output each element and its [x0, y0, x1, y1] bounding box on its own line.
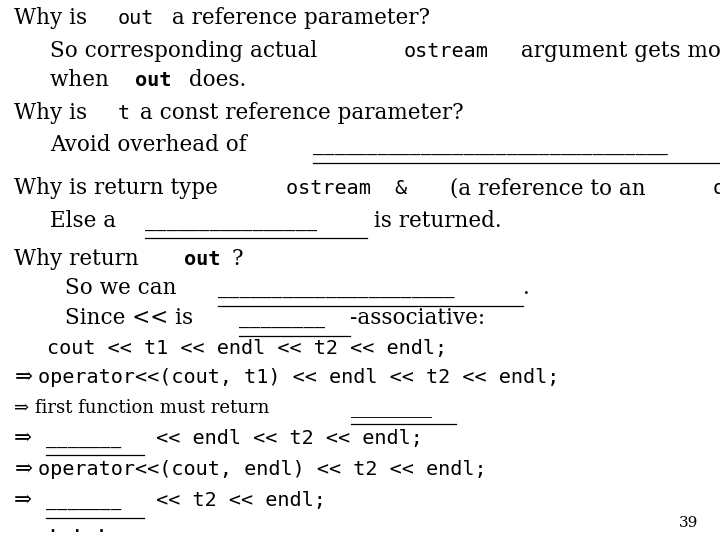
Text: argument gets modified: argument gets modified: [513, 40, 720, 62]
Text: Why return: Why return: [14, 248, 146, 269]
Text: Else a: Else a: [50, 210, 123, 232]
Text: ⇒ first function must return: ⇒ first function must return: [14, 399, 276, 417]
Text: does.: does.: [182, 70, 246, 91]
Text: ______________________: ______________________: [217, 278, 454, 300]
Text: ostream  &: ostream &: [287, 179, 408, 198]
Text: ⇒: ⇒: [14, 458, 32, 480]
Text: _________: _________: [351, 400, 432, 418]
Text: a reference parameter?: a reference parameter?: [165, 8, 430, 29]
Text: _______: _______: [47, 427, 122, 449]
Text: out: out: [184, 249, 220, 268]
Text: cout << t1 << endl << t2 << endl;: cout << t1 << endl << t2 << endl;: [47, 339, 447, 357]
Text: .: .: [523, 278, 529, 299]
Text: ⇒: ⇒: [14, 427, 40, 449]
Text: ⇒: ⇒: [14, 489, 40, 511]
Text: when: when: [50, 70, 116, 91]
Text: ⇒: ⇒: [14, 367, 32, 388]
Text: << endl << t2 << endl;: << endl << t2 << endl;: [143, 429, 423, 448]
Text: Why is: Why is: [14, 8, 94, 29]
Text: (a reference to an: (a reference to an: [443, 178, 652, 199]
Text: operator<<(cout, endl) << t2 << endl;: operator<<(cout, endl) << t2 << endl;: [37, 460, 486, 479]
Text: out: out: [135, 71, 171, 90]
Text: So corresponding actual: So corresponding actual: [50, 40, 325, 62]
Text: _______: _______: [47, 489, 122, 511]
Text: ostream: ostream: [713, 179, 720, 198]
Text: ostream: ostream: [404, 42, 489, 60]
Text: Why is return type: Why is return type: [14, 178, 225, 199]
Text: a const reference parameter?: a const reference parameter?: [133, 102, 464, 124]
Text: Since << is: Since << is: [65, 307, 200, 329]
Text: _________________________________: _________________________________: [313, 134, 668, 157]
Text: << t2 << endl;: << t2 << endl;: [143, 491, 325, 510]
Text: operator<<(cout, t1) << endl << t2 << endl;: operator<<(cout, t1) << endl << t2 << en…: [37, 368, 559, 387]
Text: t: t: [117, 104, 130, 123]
Text: 39: 39: [679, 516, 698, 530]
Text: Why is: Why is: [14, 102, 94, 124]
Text: So we can: So we can: [65, 278, 183, 299]
Text: Avoid overhead of: Avoid overhead of: [50, 134, 254, 156]
Text: ?: ?: [231, 248, 243, 269]
Text: -associative:: -associative:: [350, 307, 485, 329]
Text: out: out: [117, 9, 154, 28]
Text: ________________: ________________: [145, 210, 317, 232]
Text: . . .: . . .: [47, 517, 107, 536]
Text: ________: ________: [239, 307, 325, 329]
Text: is returned.: is returned.: [366, 210, 501, 232]
